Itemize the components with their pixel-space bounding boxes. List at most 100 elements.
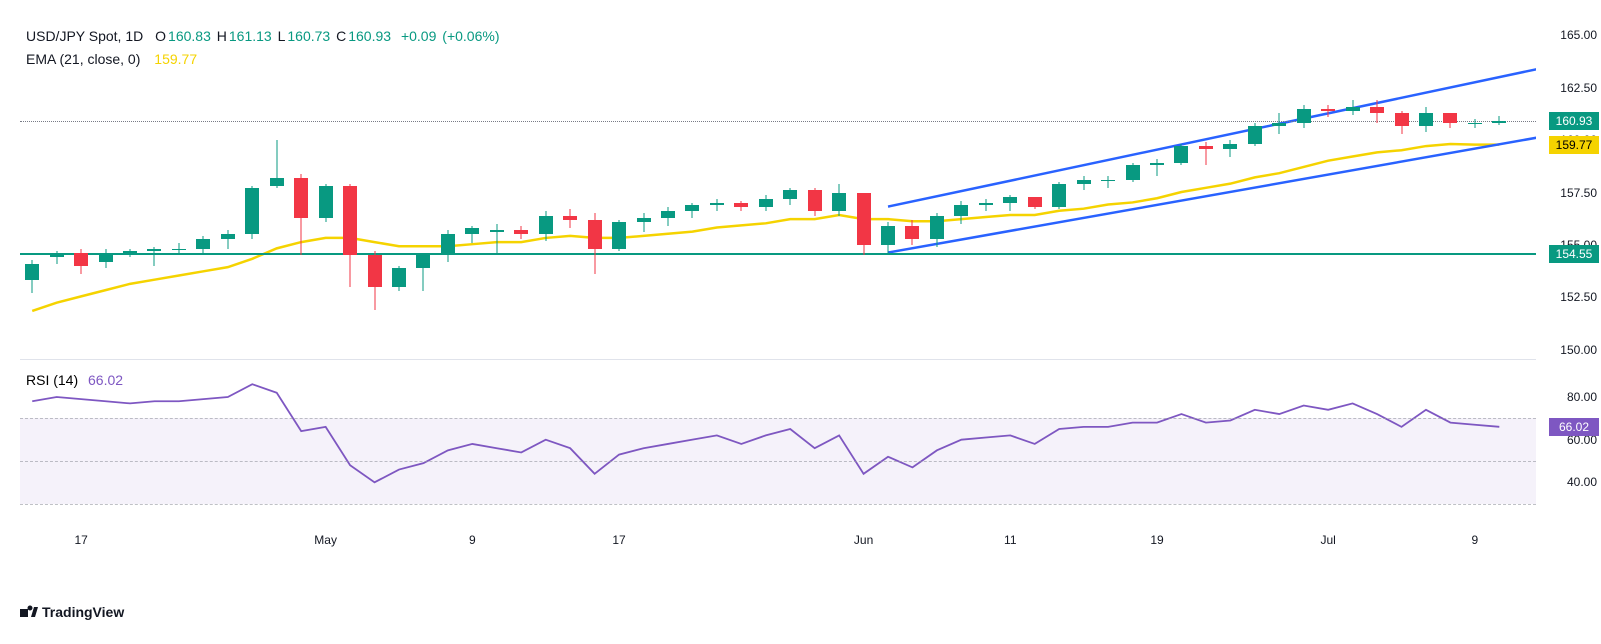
candle[interactable] [245, 186, 259, 238]
candle[interactable] [416, 253, 430, 291]
price-chart-pane[interactable] [20, 25, 1536, 360]
candle[interactable] [979, 199, 993, 212]
candle[interactable] [612, 220, 626, 251]
rsi-indicator-label: RSI (14) 66.02 [26, 372, 123, 388]
candle[interactable] [1223, 140, 1237, 157]
candle[interactable] [1443, 113, 1457, 128]
candle[interactable] [1468, 119, 1482, 127]
xtick: 17 [612, 533, 625, 547]
ohlc-c: 160.93 [348, 28, 391, 44]
candle[interactable] [74, 249, 88, 274]
candle[interactable] [637, 213, 651, 232]
ohlc-h: 161.13 [229, 28, 272, 44]
ohlc-l-label: L [278, 28, 286, 44]
candle[interactable] [1395, 111, 1409, 134]
candle[interactable] [270, 140, 284, 188]
xtick: 17 [74, 533, 87, 547]
candle[interactable] [1174, 144, 1188, 165]
tradingview-logo-text: TradingView [42, 604, 124, 620]
rsi-level-line [20, 504, 1536, 505]
candle[interactable] [1003, 195, 1017, 212]
candle[interactable] [50, 251, 64, 264]
candle[interactable] [1346, 100, 1360, 115]
ohlc-h-label: H [217, 28, 227, 44]
rsi-ytick: 40.00 [1567, 475, 1597, 489]
candle[interactable] [221, 230, 235, 249]
y-axis-rsi: 40.0060.0080.0066.02 [1543, 365, 1601, 525]
candle[interactable] [881, 222, 895, 256]
rsi-label-text: RSI (14) [26, 372, 78, 388]
price-ytick: 162.50 [1560, 81, 1597, 95]
candle[interactable] [1297, 105, 1311, 128]
candle[interactable] [759, 195, 773, 212]
candle[interactable] [1248, 123, 1262, 146]
rsi-value-text: 66.02 [88, 372, 123, 388]
candle[interactable] [294, 174, 308, 256]
price-ytick: 150.00 [1560, 343, 1597, 357]
ohlc-c-label: C [336, 28, 346, 44]
candle[interactable] [1321, 105, 1335, 118]
support-line [20, 253, 1536, 255]
candle[interactable] [1052, 182, 1066, 209]
rsi-chart-pane[interactable] [20, 365, 1536, 525]
candle[interactable] [685, 203, 699, 218]
candle[interactable] [1492, 116, 1506, 124]
candle[interactable] [123, 249, 137, 257]
support-level-badge: 154.55 [1549, 245, 1599, 263]
candle[interactable] [539, 211, 553, 240]
candle[interactable] [954, 201, 968, 224]
candle[interactable] [832, 184, 846, 215]
tradingview-icon [20, 605, 38, 619]
ohlc-o: 160.83 [168, 28, 211, 44]
xtick: Jul [1320, 533, 1335, 547]
candle[interactable] [905, 220, 919, 245]
candle[interactable] [1077, 176, 1091, 191]
candle[interactable] [808, 188, 822, 215]
candle[interactable] [1199, 142, 1213, 165]
xtick: Jun [854, 533, 873, 547]
ohlc-change: +0.09 [401, 28, 436, 44]
symbol-text: USD/JPY Spot, 1D [26, 28, 143, 44]
candle[interactable] [1101, 176, 1115, 189]
candle[interactable] [930, 213, 944, 247]
xtick: 11 [1004, 533, 1016, 547]
candle[interactable] [441, 230, 455, 261]
ohlc-o-label: O [155, 28, 166, 44]
ema-price-badge: 159.77 [1549, 136, 1599, 154]
rsi-level-line [20, 461, 1536, 462]
candle[interactable] [1028, 197, 1042, 210]
tradingview-logo[interactable]: TradingView [20, 604, 124, 620]
x-axis: 17May917Jun1119Jul9 [20, 525, 1536, 560]
candle[interactable] [465, 226, 479, 243]
candle[interactable] [368, 251, 382, 310]
candle[interactable] [25, 260, 39, 294]
candle[interactable] [196, 236, 210, 255]
candle[interactable] [734, 201, 748, 211]
candle[interactable] [392, 266, 406, 291]
y-axis-price: 150.00152.50155.00157.50160.00162.50165.… [1543, 25, 1601, 360]
candle[interactable] [490, 224, 504, 253]
rsi-level-line [20, 418, 1536, 419]
candle[interactable] [783, 188, 797, 205]
candle[interactable] [343, 184, 357, 287]
candle[interactable] [1150, 159, 1164, 176]
ema-label-text: EMA (21, close, 0) [26, 51, 140, 67]
candle[interactable] [563, 209, 577, 228]
candle[interactable] [172, 243, 186, 256]
ohlc-l: 160.73 [287, 28, 330, 44]
candle[interactable] [661, 207, 675, 226]
candle[interactable] [1370, 100, 1384, 123]
candle[interactable] [1272, 113, 1286, 134]
xtick: 9 [1472, 533, 1479, 547]
candle[interactable] [514, 226, 528, 239]
candle[interactable] [857, 193, 871, 256]
candle[interactable] [1126, 163, 1140, 182]
ema-value-text: 159.77 [154, 51, 197, 67]
candle[interactable] [99, 249, 113, 268]
candle[interactable] [319, 184, 333, 222]
candle[interactable] [710, 199, 724, 212]
candle[interactable] [588, 213, 602, 274]
candle[interactable] [147, 247, 161, 266]
candle[interactable] [1419, 107, 1433, 132]
xtick: 9 [469, 533, 476, 547]
